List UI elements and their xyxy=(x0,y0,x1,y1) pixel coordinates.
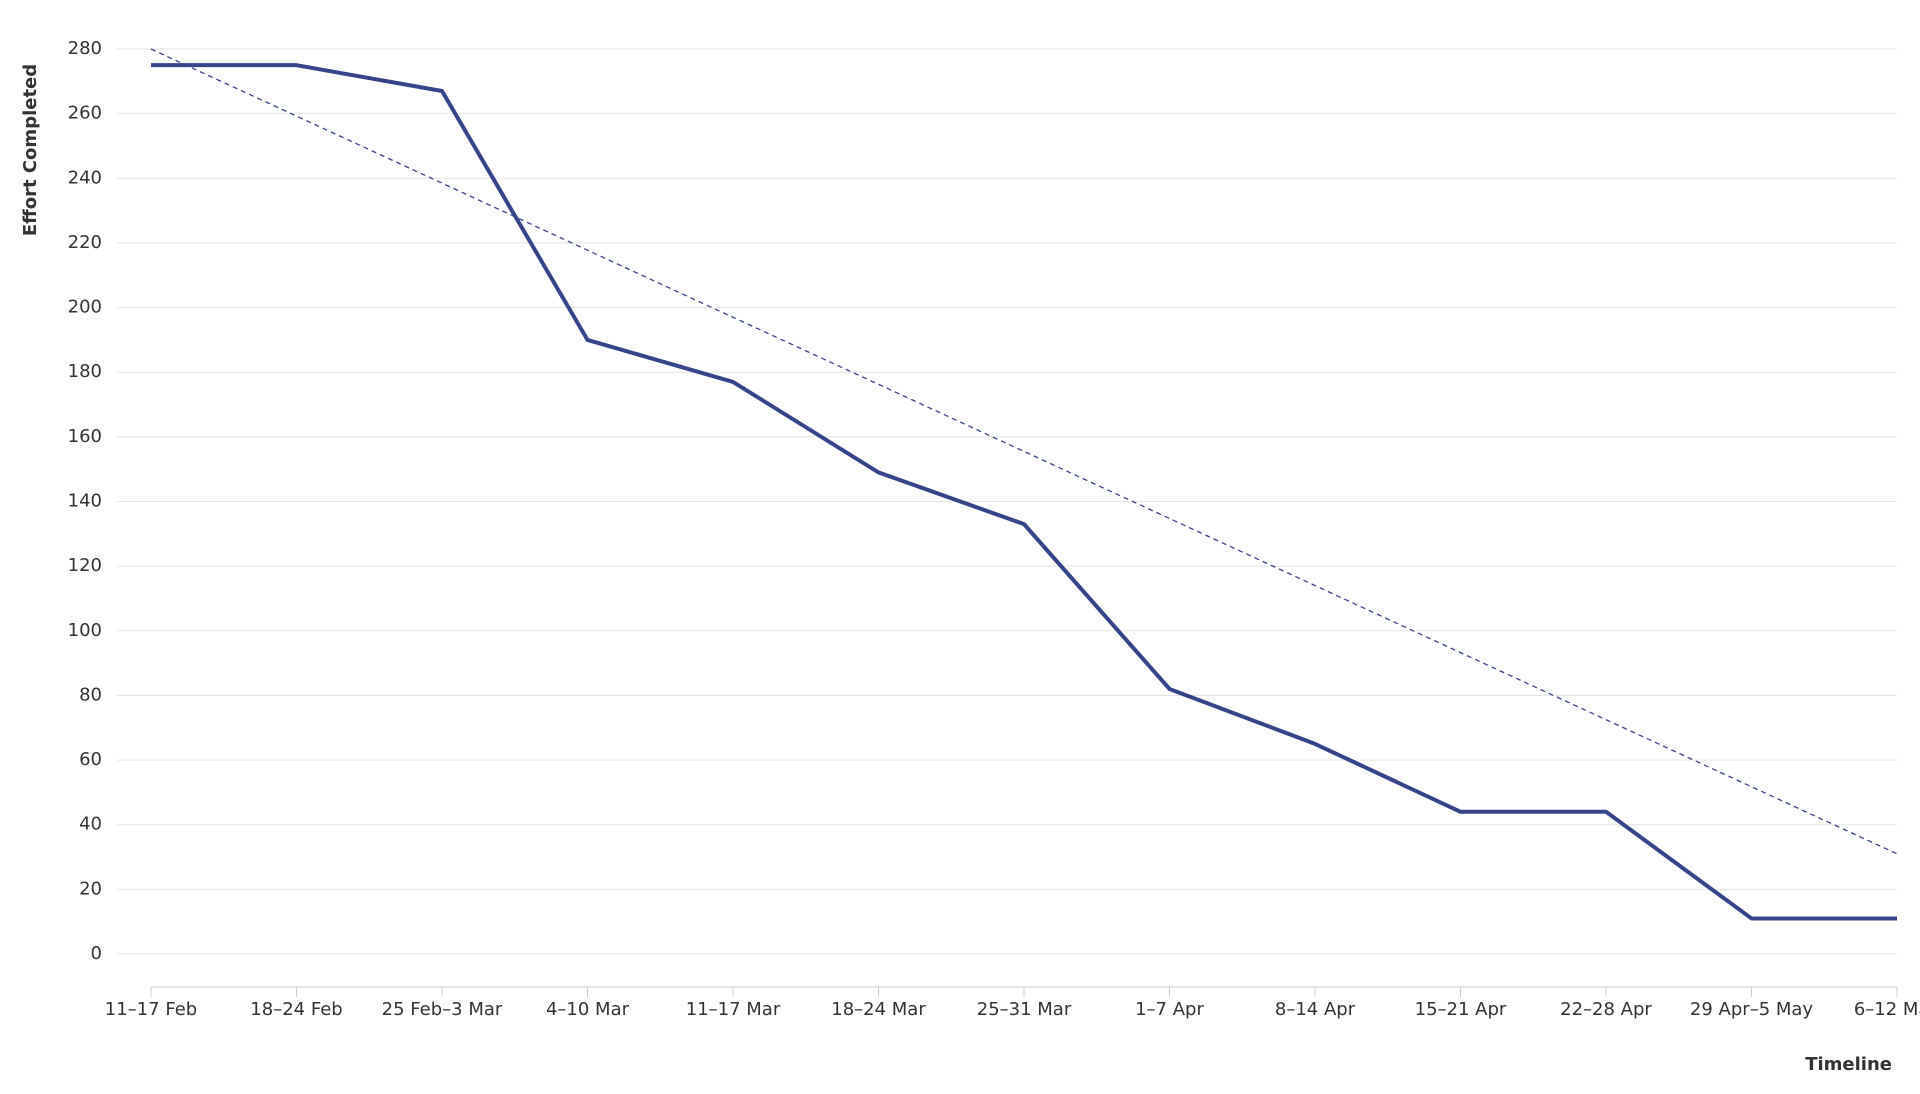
y-tick-label: 260 xyxy=(68,103,102,124)
y-tick-label: 180 xyxy=(68,361,102,382)
data-line xyxy=(151,63,1897,921)
x-tick-label: 4–10 Mar xyxy=(546,999,630,1020)
y-tick-label: 100 xyxy=(68,620,102,641)
x-tick-label: 18–24 Feb xyxy=(250,999,342,1020)
x-tick-label: 29 Apr–5 May xyxy=(1690,999,1814,1020)
y-tick-label: 120 xyxy=(68,555,102,576)
x-tick-label: 11–17 Feb xyxy=(105,999,197,1020)
y-tick-label: 160 xyxy=(68,426,102,447)
y-tick-label: 60 xyxy=(79,749,102,770)
x-tick-label: 11–17 Mar xyxy=(686,999,781,1020)
x-tick-label: 25 Feb–3 Mar xyxy=(382,999,503,1020)
y-tick-label: 200 xyxy=(68,297,102,318)
y-tick-label: 80 xyxy=(79,684,102,705)
x-tick-label: 1–7 Apr xyxy=(1135,999,1204,1020)
y-tick-label: 220 xyxy=(68,232,102,253)
x-tick-label: 22–28 Apr xyxy=(1560,999,1652,1020)
y-tick-label: 280 xyxy=(68,38,102,59)
y-tick-label: 140 xyxy=(68,491,102,512)
x-tick-label: 18–24 Mar xyxy=(831,999,926,1020)
y-tick-label: 20 xyxy=(79,878,102,899)
x-tick-label: 8–14 Apr xyxy=(1275,999,1356,1020)
y-tick-label: 40 xyxy=(79,814,102,835)
target-line xyxy=(150,48,1898,855)
x-axis-title: Timeline xyxy=(1805,1054,1892,1075)
x-tick-label: 25–31 Mar xyxy=(977,999,1072,1020)
y-tick-label: 240 xyxy=(68,167,102,188)
y-tick-label: 0 xyxy=(91,943,102,964)
x-tick-label: 6–12 May xyxy=(1854,999,1920,1020)
y-axis-title: Effort Completed xyxy=(20,64,41,236)
x-tick-label: 15–21 Apr xyxy=(1415,999,1507,1020)
